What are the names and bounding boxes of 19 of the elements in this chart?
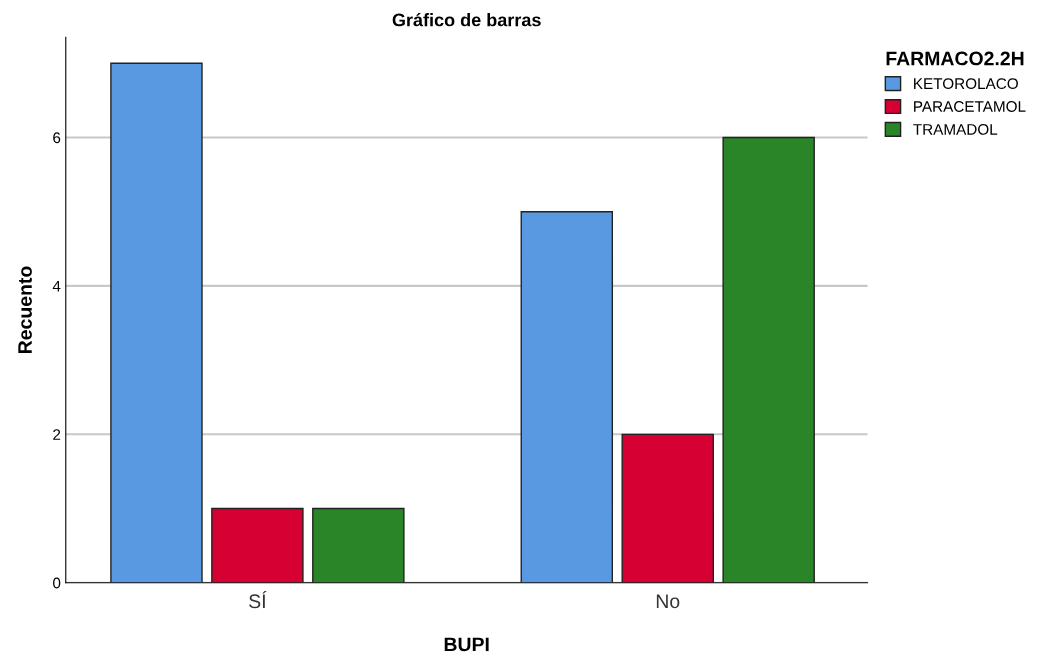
bar (722, 136, 815, 583)
y-tick-label: 0 (53, 577, 61, 589)
legend-label: KETOROLACO (914, 78, 1018, 90)
legend-title: FARMACO2.2H (886, 51, 1024, 66)
chart-title: Gráfico de barras (392, 12, 541, 27)
bar (621, 433, 714, 583)
y-tick-label: 4 (52, 280, 61, 292)
y-tick-label: 6 (53, 132, 61, 144)
x-axis-title: BUPI (444, 637, 489, 652)
bar (520, 210, 614, 583)
y-tick-label: 2 (53, 429, 61, 440)
x-tick-label: SÍ (249, 591, 267, 609)
bar (312, 507, 405, 583)
y-axis-title: Recuento (18, 266, 32, 354)
x-tick-label: No (656, 594, 680, 609)
legend-label: TRAMADOL (913, 123, 998, 135)
bar (110, 62, 203, 583)
bar (211, 507, 304, 583)
legend-label: PARACETAMOL (914, 101, 1026, 112)
